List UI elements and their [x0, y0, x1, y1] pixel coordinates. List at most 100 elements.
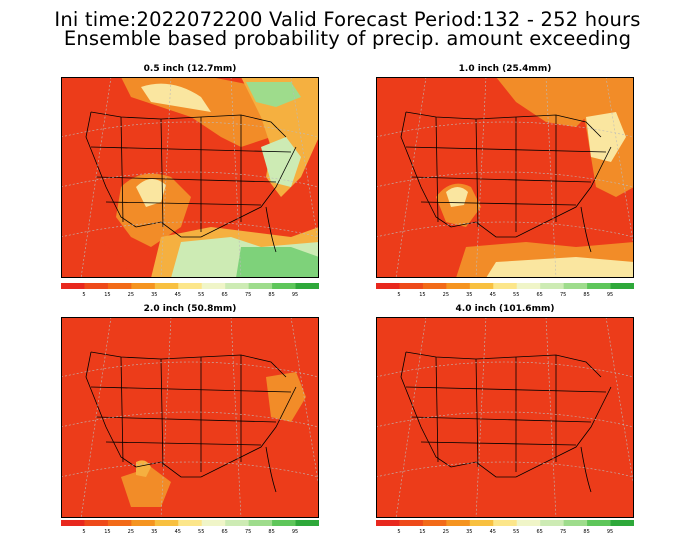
- colorbar-swatch: [131, 283, 156, 289]
- colorbar-label: 75: [560, 292, 566, 298]
- colorbar-label: 85: [268, 529, 274, 535]
- colorbar-swatch: [399, 283, 424, 289]
- colorbar-label: 45: [490, 292, 496, 298]
- colorbar-label: 15: [419, 529, 425, 535]
- colorbar-swatch: [376, 520, 400, 526]
- probability-map: [376, 77, 634, 278]
- panel-title: 0.5 inch (12.7mm): [143, 64, 237, 74]
- map-panel-0p5-inch: 0.5 inch (12.7mm): [61, 64, 319, 278]
- colorbar-label: 75: [245, 292, 251, 298]
- colorbar-label: 75: [560, 529, 566, 535]
- colorbar-label: 35: [466, 292, 472, 298]
- colorbar-swatch: [272, 283, 297, 289]
- colorbar-label: 35: [151, 292, 157, 298]
- colorbar-swatch: [493, 520, 518, 526]
- colorbar: 5 15 25 35 45 55 65 75 85 95: [61, 520, 319, 535]
- colorbar-swatch: [516, 520, 541, 526]
- colorbar-label: 95: [607, 292, 613, 298]
- colorbar-swatch: [154, 283, 179, 289]
- probability-map: [376, 317, 634, 518]
- colorbar-swatch: [540, 520, 565, 526]
- probability-map: [61, 317, 319, 518]
- colorbar-label: 25: [128, 529, 134, 535]
- colorbar-swatch: [178, 283, 203, 289]
- colorbar: 5 15 25 35 45 55 65 75 85 95: [376, 520, 634, 535]
- colorbar-swatch: [107, 283, 132, 289]
- colorbar-swatch: [563, 283, 588, 289]
- panel-title: 1.0 inch (25.4mm): [458, 64, 552, 74]
- colorbar: 5 15 25 35 45 55 65 75 85 95: [376, 283, 634, 298]
- colorbar-label: 55: [198, 292, 204, 298]
- colorbar-swatch: [469, 283, 494, 289]
- colorbar: 5 15 25 35 45 55 65 75 85 95: [61, 283, 319, 298]
- panel-title: 4.0 inch (101.6mm): [455, 304, 555, 314]
- colorbar-label: 55: [513, 292, 519, 298]
- colorbar-swatch: [84, 283, 109, 289]
- colorbar-label: 25: [443, 529, 449, 535]
- colorbar-swatch: [178, 520, 203, 526]
- colorbar-label: 45: [175, 292, 181, 298]
- colorbar-label: 5: [82, 529, 85, 535]
- colorbar-label: 55: [513, 529, 519, 535]
- map-panel-4p0-inch: 4.0 inch (101.6mm): [376, 304, 634, 518]
- colorbar-swatch: [610, 520, 634, 526]
- colorbar-swatch: [201, 283, 226, 289]
- colorbar-swatch: [248, 520, 273, 526]
- colorbar-swatch: [563, 520, 588, 526]
- colorbar-label: 85: [583, 529, 589, 535]
- colorbar-label: 45: [175, 529, 181, 535]
- colorbar-swatch: [131, 520, 156, 526]
- colorbar-label: 95: [292, 529, 298, 535]
- colorbar-swatch: [376, 283, 400, 289]
- panel-title: 2.0 inch (50.8mm): [143, 304, 237, 314]
- colorbar-label: 35: [466, 529, 472, 535]
- colorbar-swatch: [610, 283, 634, 289]
- colorbar-label: 15: [104, 529, 110, 535]
- colorbar-swatch: [61, 520, 85, 526]
- probability-map: [61, 77, 319, 278]
- colorbar-label: 45: [490, 529, 496, 535]
- colorbar-swatch: [272, 520, 297, 526]
- colorbar-swatch: [587, 283, 612, 289]
- colorbar-swatch: [225, 520, 250, 526]
- colorbar-swatch: [493, 283, 518, 289]
- colorbar-label: 25: [128, 292, 134, 298]
- colorbar-label: 95: [292, 292, 298, 298]
- colorbar-label: 85: [268, 292, 274, 298]
- colorbar-swatch: [248, 283, 273, 289]
- colorbar-swatch: [469, 520, 494, 526]
- colorbar-swatch: [540, 283, 565, 289]
- colorbar-swatch: [295, 520, 319, 526]
- colorbar-swatch: [446, 520, 471, 526]
- colorbar-label: 65: [221, 292, 227, 298]
- colorbar-swatch: [422, 283, 447, 289]
- colorbar-label: 5: [82, 292, 85, 298]
- colorbar-label: 15: [419, 292, 425, 298]
- colorbar-swatch: [516, 283, 541, 289]
- colorbar-label: 25: [443, 292, 449, 298]
- colorbar-swatch: [154, 520, 179, 526]
- colorbar-label: 75: [245, 529, 251, 535]
- colorbar-label: 5: [397, 529, 400, 535]
- colorbar-label: 85: [583, 292, 589, 298]
- colorbar-label: 65: [536, 292, 542, 298]
- colorbar-label: 55: [198, 529, 204, 535]
- colorbar-swatch: [84, 520, 109, 526]
- main-title-line-2: Ensemble based probability of precip. am…: [63, 27, 632, 50]
- colorbar-label: 5: [397, 292, 400, 298]
- colorbar-swatch: [399, 520, 424, 526]
- colorbar-label: 15: [104, 292, 110, 298]
- colorbar-swatch: [295, 283, 319, 289]
- map-panel-1p0-inch: 1.0 inch (25.4mm): [376, 64, 634, 278]
- main-title-line-1: Ini time:2022072200 Valid Forecast Perio…: [54, 8, 641, 31]
- colorbar-label: 65: [536, 529, 542, 535]
- colorbar-swatch: [225, 283, 250, 289]
- colorbar-label: 65: [221, 529, 227, 535]
- colorbar-swatch: [201, 520, 226, 526]
- map-panel-2p0-inch: 2.0 inch (50.8mm): [61, 304, 319, 518]
- colorbar-label: 35: [151, 529, 157, 535]
- colorbar-swatch: [107, 520, 132, 526]
- colorbar-swatch: [446, 283, 471, 289]
- colorbar-swatch: [587, 520, 612, 526]
- colorbar-swatch: [422, 520, 447, 526]
